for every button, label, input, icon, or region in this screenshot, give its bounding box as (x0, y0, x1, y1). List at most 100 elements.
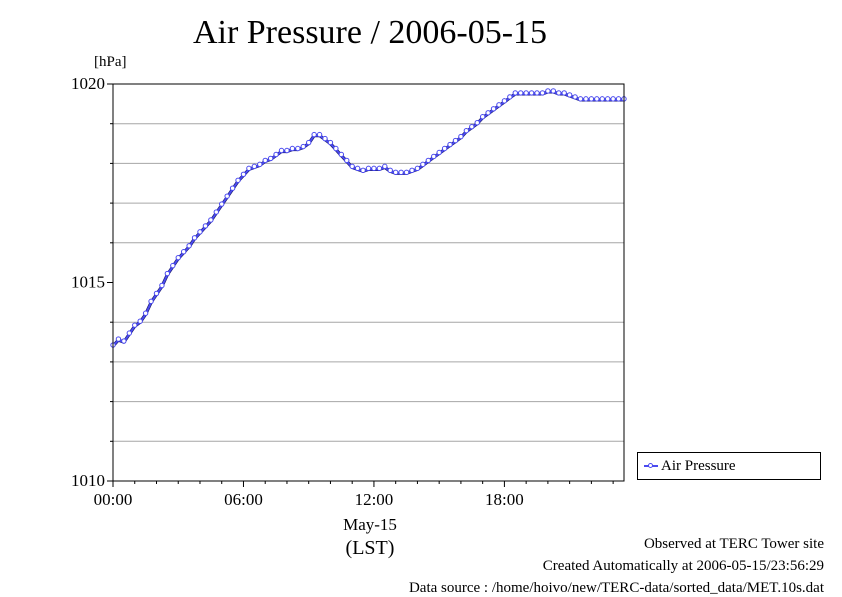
data-point (170, 262, 176, 269)
data-point (523, 90, 529, 96)
data-point (512, 90, 518, 96)
data-point (121, 338, 127, 344)
data-point (344, 157, 350, 164)
data-point (267, 155, 274, 162)
data-point (441, 145, 448, 152)
data-point (327, 139, 334, 146)
data-point (197, 229, 203, 235)
data-point (479, 114, 486, 120)
data-point (257, 161, 263, 168)
x-tick-label: 00:00 (94, 490, 133, 509)
data-point (403, 169, 410, 176)
plot-frame (112, 83, 625, 482)
data-point (349, 163, 355, 170)
data-point (604, 96, 611, 102)
data-point (469, 123, 475, 130)
data-point (599, 96, 605, 102)
x-tick-label: 18:00 (485, 490, 524, 509)
y-axis-unit-label: [hPa] (94, 54, 127, 70)
data-point (180, 249, 187, 255)
chart-title: Air Pressure / 2006-05-15 (192, 14, 548, 51)
data-point (164, 270, 171, 277)
data-point (615, 96, 622, 102)
data-point (322, 135, 328, 142)
data-point (431, 153, 437, 160)
data-point (354, 165, 361, 172)
data-point (518, 90, 524, 96)
data-point (539, 90, 546, 96)
data-point (545, 88, 551, 94)
data-point (376, 165, 383, 172)
data-point (528, 90, 535, 96)
data-point (392, 169, 399, 176)
data-point (159, 282, 165, 289)
data-point (115, 336, 122, 342)
x-tick-label: 12:00 (355, 490, 394, 509)
data-point (409, 167, 415, 174)
data-point (594, 96, 600, 102)
data-point (463, 127, 470, 134)
data-point (556, 90, 562, 96)
data-point (284, 147, 290, 154)
data-point (235, 177, 241, 183)
data-point (583, 96, 589, 102)
data-point (316, 131, 323, 138)
data-point (246, 165, 252, 172)
legend-label: Air Pressure (661, 458, 736, 474)
data-point (208, 217, 214, 223)
y-tick-label: 1015 (71, 273, 105, 292)
data-point (137, 318, 143, 324)
data-point (420, 161, 426, 168)
data-point (387, 167, 393, 174)
data-point (251, 163, 258, 170)
data-point (496, 102, 502, 108)
data-point (240, 171, 247, 178)
data-point (458, 133, 464, 140)
data-point (360, 167, 366, 174)
x-axis-timezone-label: (LST) (345, 537, 395, 559)
series-line (112, 90, 624, 347)
data-point (474, 120, 480, 126)
data-point (436, 149, 442, 156)
data-point (452, 137, 459, 144)
data-point (224, 193, 230, 199)
data-point (371, 165, 377, 172)
data-point (333, 145, 339, 152)
legend: Air Pressure (637, 452, 821, 480)
created-timestamp-text: Created Automatically at 2006-05-15/23:5… (542, 558, 824, 574)
data-point (398, 169, 404, 176)
series-line-shadow (111, 90, 624, 348)
data-point (485, 110, 491, 116)
data-point (289, 145, 296, 152)
data-point (295, 145, 301, 152)
data-point (148, 298, 154, 305)
legend-marker-icon (648, 463, 653, 468)
data-point (306, 139, 312, 146)
data-point (175, 254, 181, 261)
data-point (447, 141, 453, 148)
data-point (588, 96, 595, 102)
y-tick-label: 1010 (71, 471, 105, 490)
data-point (365, 165, 372, 172)
data-point (566, 92, 573, 98)
x-axis-date-label: May-15 (343, 515, 397, 534)
data-point (219, 201, 225, 207)
data-point (501, 98, 508, 104)
data-point (132, 322, 138, 328)
data-point (142, 310, 149, 316)
data-point (382, 163, 388, 170)
data-point (278, 147, 285, 154)
data-point (577, 96, 584, 102)
data-point (572, 94, 578, 100)
data-point (213, 209, 219, 215)
data-point (338, 151, 345, 158)
data-point (273, 151, 279, 158)
data-point (425, 157, 431, 164)
data-point (610, 96, 616, 102)
data-point (550, 88, 557, 94)
data-point (490, 106, 497, 112)
data-source-text: Data source : /home/hoivo/new/TERC-data/… (408, 580, 824, 596)
data-point (229, 185, 236, 191)
observed-site-text: Observed at TERC Tower site (643, 536, 824, 552)
data-point (126, 330, 133, 336)
